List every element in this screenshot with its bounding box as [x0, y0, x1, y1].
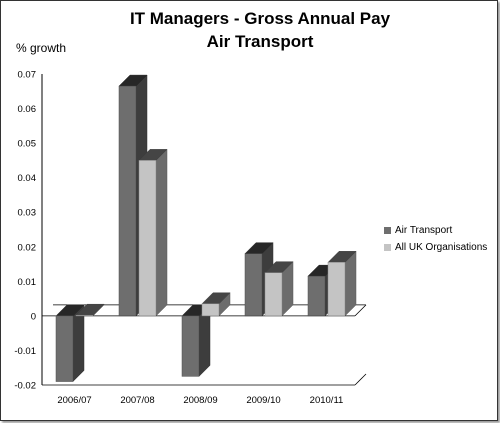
- y-tick-label: 0.03: [18, 208, 37, 219]
- legend-item-all-uk-organisations: All UK Organisations: [384, 239, 487, 256]
- bar-all-uk-organisations-2010-11: [327, 262, 346, 317]
- y-tick-label: 0.07: [18, 70, 37, 81]
- bar-all-uk-organisations-2009-10: [264, 272, 283, 317]
- bar-all-uk-organisations-2007-08: [138, 160, 157, 317]
- y-tick-label: 0: [31, 311, 36, 322]
- bar-side: [155, 148, 168, 317]
- y-tick-label: 0.01: [18, 277, 37, 288]
- bar-all-uk-organisations-2008-09: [201, 303, 220, 317]
- bar-air-transport-2010-11: [307, 275, 326, 317]
- y-tick-label: 0.05: [18, 139, 37, 150]
- bar-air-transport-2006-07: [55, 315, 74, 382]
- x-tick-label: 2008/09: [183, 395, 217, 406]
- bar-air-transport-2009-10: [244, 253, 263, 317]
- y-tick-label: 0.04: [18, 173, 37, 184]
- legend-swatch-air-transport: [384, 227, 391, 234]
- y-tick-label: 0.02: [18, 242, 37, 253]
- x-tick-label: 2007/08: [120, 395, 154, 406]
- bar-air-transport-2008-09: [181, 315, 200, 377]
- zero-floor-edge: [354, 304, 367, 317]
- y-tick-label: 0.06: [18, 104, 37, 115]
- x-tick-label: 2009/10: [246, 395, 280, 406]
- y-axis-label: % growth: [16, 41, 67, 55]
- bar-side: [72, 304, 85, 383]
- chart-subtitle: Air Transport: [206, 32, 314, 51]
- x-tick-label: 2006/07: [57, 395, 91, 406]
- y-tick-label: -0.02: [14, 381, 36, 392]
- legend-swatch-all-uk-organisations: [384, 244, 391, 251]
- bar-air-transport-2007-08: [118, 85, 137, 317]
- legend-label-air-transport: Air Transport: [395, 225, 453, 236]
- bottom-floor-edge: [354, 373, 367, 386]
- legend-label-all-uk-organisations: All UK Organisations: [395, 242, 488, 253]
- bar-all-uk-organisations-2006-07: [75, 314, 94, 317]
- y-tick-label: -0.01: [14, 346, 36, 357]
- legend: Air Transport All UK Organisations: [384, 222, 487, 256]
- x-tick-label: 2010/11: [310, 395, 344, 406]
- chart-title: IT Managers - Gross Annual Pay: [129, 9, 391, 28]
- legend-item-air-transport: Air Transport: [384, 222, 487, 239]
